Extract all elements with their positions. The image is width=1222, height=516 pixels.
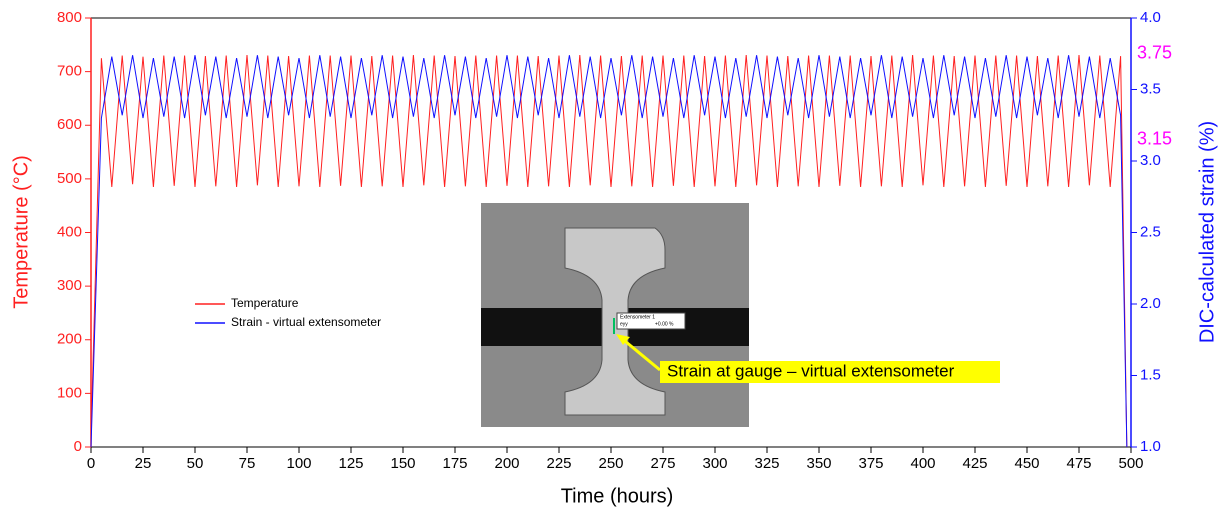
x-tick-label: 175 — [442, 455, 467, 472]
y-tick-label: 400 — [57, 223, 82, 240]
series-line — [90, 55, 1128, 448]
y2-tick-label: 2.5 — [1140, 223, 1161, 240]
x-tick-label: 350 — [806, 455, 831, 472]
x-tick-label: 500 — [1118, 455, 1143, 472]
x-tick-label: 100 — [286, 455, 311, 472]
x-tick-label: 225 — [546, 455, 571, 472]
x-tick-label: 375 — [858, 455, 883, 472]
x-axis-label: Time (hours) — [561, 485, 674, 507]
y-tick-label: 600 — [57, 116, 82, 133]
y-tick-label: 100 — [57, 384, 82, 401]
x-tick-label: 300 — [702, 455, 727, 472]
annotation: 3.75 — [1137, 43, 1172, 63]
y-tick-label: 500 — [57, 170, 82, 187]
x-tick-label: 425 — [962, 455, 987, 472]
y2-tick-label: 1.5 — [1140, 366, 1161, 383]
x-tick-label: 325 — [754, 455, 779, 472]
y2-tick-label: 3.5 — [1140, 80, 1161, 97]
y-tick-label: 800 — [57, 9, 82, 26]
callout-text: Strain at gauge – virtual extensometer — [667, 361, 955, 380]
x-tick-label: 450 — [1014, 455, 1039, 472]
x-tick-label: 475 — [1066, 455, 1091, 472]
x-tick-label: 200 — [494, 455, 519, 472]
y-tick-label: 300 — [57, 277, 82, 294]
plot-area: 0 25 50 75 100 125 150 175 200 225 250 275 300 325 350… — [57, 9, 1172, 472]
callout-box — [660, 361, 1000, 383]
x-tick-label: 275 — [650, 455, 675, 472]
inset-label: Extensometer 1 — [620, 314, 655, 320]
inset-label: eyy — [620, 321, 628, 327]
x-tick-label: 400 — [910, 455, 935, 472]
y2-tick-label: 1.0 — [1140, 438, 1161, 455]
y-tick-label: 200 — [57, 331, 82, 348]
arrow-head — [616, 334, 630, 345]
inset-image: Extensometer 1 eyy +0.00 % Strain at gau… — [481, 203, 1000, 427]
inset-label: +0.00 % — [655, 321, 674, 327]
legend-label: Temperature — [231, 296, 299, 310]
x-tick-label: 125 — [338, 455, 363, 472]
x-tick-label: 75 — [239, 455, 256, 472]
x-tick-label: 250 — [598, 455, 623, 472]
x-tick-label: 0 — [87, 455, 95, 472]
y2-tick-label: 2.0 — [1140, 295, 1161, 312]
x-tick-label: 25 — [135, 455, 152, 472]
y-tick-label: 0 — [74, 438, 82, 455]
y-axis-label: Temperature (°C) — [10, 155, 32, 309]
callout-arrow — [619, 335, 661, 372]
y2-tick-label: 3.0 — [1140, 152, 1161, 169]
x-tick-label: 50 — [187, 455, 204, 472]
legend-label: Strain - virtual extensometer — [231, 315, 381, 329]
y-tick-label: 700 — [57, 63, 82, 80]
y2-tick-label: 4.0 — [1140, 9, 1161, 26]
annotation: 3.15 — [1137, 128, 1172, 148]
extensometer-box — [616, 312, 686, 330]
y2-axis-label: DIC-calculated strain (%) — [1196, 121, 1218, 343]
x-tick-label: 150 — [390, 455, 415, 472]
